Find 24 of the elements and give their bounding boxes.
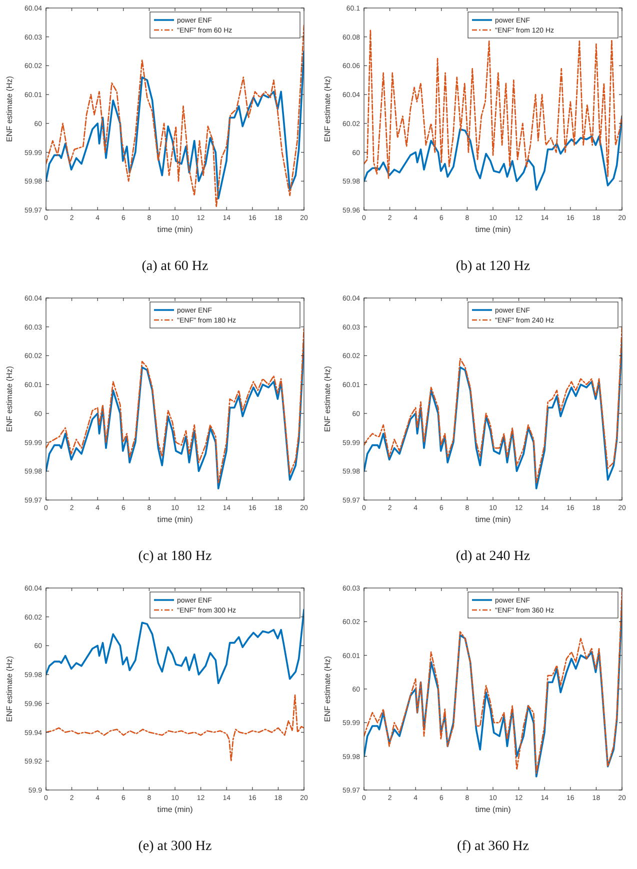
- x-axis-title: time (min): [475, 805, 512, 814]
- x-axis-title: time (min): [475, 225, 512, 234]
- text: (d) at 240 Hz: [456, 549, 530, 564]
- y-axis-title: ENF estimate (Hz): [323, 366, 332, 432]
- text: (f) at 360 Hz: [457, 839, 529, 854]
- text: (b) at 120 Hz: [456, 259, 530, 274]
- x-axis-title: time (min): [157, 225, 194, 234]
- y-axis-title: ENF estimate (Hz): [323, 656, 332, 722]
- y-axis-title: ENF estimate (Hz): [5, 76, 14, 142]
- line-series: [46, 608, 304, 684]
- y-axis-title: ENF estimate (Hz): [323, 76, 332, 142]
- y-axis-title: ENF estimate (Hz): [5, 366, 14, 432]
- x-axis-title: time (min): [157, 805, 194, 814]
- text: (e) at 300 Hz: [138, 839, 212, 854]
- x-axis-title: time (min): [157, 515, 194, 524]
- line-series: [46, 50, 304, 200]
- line-series: [46, 694, 304, 762]
- x-axis-title: time (min): [475, 515, 512, 524]
- text: (a) at 60 Hz: [142, 259, 208, 274]
- line-series: [364, 115, 622, 191]
- line-series: [46, 24, 304, 208]
- line-series: [364, 28, 622, 179]
- text: (c) at 180 Hz: [138, 549, 212, 564]
- y-axis-title: ENF estimate (Hz): [5, 656, 14, 722]
